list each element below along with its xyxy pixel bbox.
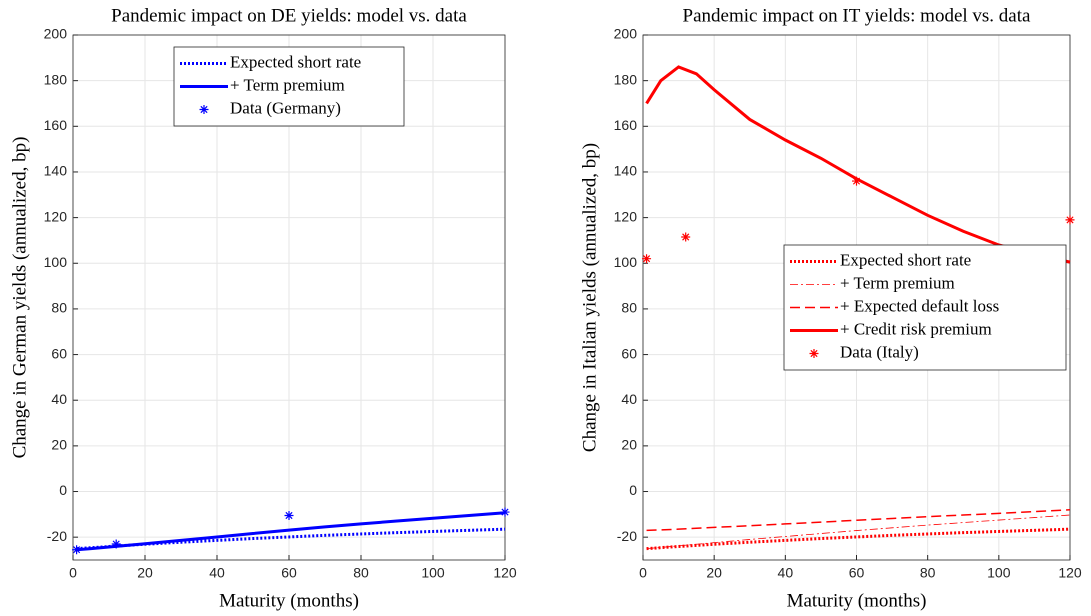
series-line xyxy=(76,527,506,551)
y-tick-label: 0 xyxy=(629,482,637,498)
y-tick-label: 160 xyxy=(614,117,638,133)
y-tick-label: 100 xyxy=(44,254,68,270)
chart: -20 0 20 40 60 80 100 120 140 160 180 200 0 20 40 60 80 1… xyxy=(579,5,1082,611)
y-tick-label: 120 xyxy=(614,208,638,224)
y-tick-label: 20 xyxy=(621,437,637,453)
series-line xyxy=(645,65,1071,264)
series-line xyxy=(646,509,1071,532)
y-tick-label: 0 xyxy=(59,482,67,498)
data-point xyxy=(500,507,510,517)
legend-label: Expected short rate xyxy=(230,52,361,71)
legend-label: + Expected default loss xyxy=(840,296,999,315)
y-tick-label: 80 xyxy=(51,300,67,316)
legend: Expected short rate + Term premium + Expec… xyxy=(783,244,1067,371)
x-tick-label: 80 xyxy=(353,565,369,581)
legend-marker xyxy=(809,349,819,358)
y-tick-label: 40 xyxy=(51,391,67,407)
y-tick-label: 40 xyxy=(621,391,637,407)
x-tick-label: 40 xyxy=(778,565,794,581)
x-tick-label: 100 xyxy=(987,565,1011,581)
y-tick-label: 100 xyxy=(614,254,638,270)
axes-box xyxy=(72,34,506,561)
axes-box xyxy=(642,34,1071,561)
x-axis-label: Maturity (months) xyxy=(219,590,359,611)
x-tick-label: 120 xyxy=(493,565,517,581)
y-tick-label: 200 xyxy=(44,26,68,42)
x-tick-label: 20 xyxy=(137,565,153,581)
legend-label: Expected short rate xyxy=(840,250,971,269)
legend-label: + Credit risk premium xyxy=(840,319,992,338)
y-tick-label: -20 xyxy=(617,528,637,544)
x-tick-label: 0 xyxy=(69,565,77,581)
y-tick-label: 60 xyxy=(51,345,67,361)
data-point xyxy=(284,510,294,520)
chart-title: Pandemic impact on DE yields: model vs. … xyxy=(111,5,467,26)
x-tick-label: 20 xyxy=(706,565,722,581)
legend-label: Data (Italy) xyxy=(840,342,919,361)
data-point xyxy=(681,232,691,242)
data-point xyxy=(111,539,121,549)
legend-label: + Term premium xyxy=(230,75,345,94)
y-tick-label: 180 xyxy=(44,71,68,87)
y-tick-label: 180 xyxy=(614,71,638,87)
legend-box xyxy=(783,244,1067,371)
y-tick-label: 140 xyxy=(44,163,68,179)
legend: Expected short rate + Term premium Data (G… xyxy=(173,46,405,127)
x-tick-label: 100 xyxy=(421,565,445,581)
data-point xyxy=(72,545,82,555)
y-axis-label: Change in Italian yields (annualized, bp… xyxy=(579,143,600,452)
x-tick-label: 0 xyxy=(639,565,647,581)
y-tick-label: 80 xyxy=(621,300,637,316)
legend-label: + Term premium xyxy=(840,273,955,292)
x-tick-label: 60 xyxy=(281,565,297,581)
series-line xyxy=(76,511,506,552)
y-tick-label: 200 xyxy=(614,26,638,42)
y-tick-label: 160 xyxy=(44,117,68,133)
chart: -20 0 20 40 60 80 100 120 140 160 180 200 0 20 40 60 80 1… xyxy=(9,5,517,611)
legend-marker xyxy=(199,105,209,114)
x-tick-label: 60 xyxy=(849,565,865,581)
y-tick-label: 60 xyxy=(621,345,637,361)
y-tick-label: -20 xyxy=(47,528,67,544)
data-point xyxy=(1065,215,1075,225)
x-tick-label: 80 xyxy=(920,565,936,581)
series-line xyxy=(646,527,1071,551)
data-point xyxy=(642,254,652,264)
x-axis-label: Maturity (months) xyxy=(787,590,927,611)
y-tick-label: 120 xyxy=(44,208,68,224)
y-axis-label: Change in German yields (annualized, bp) xyxy=(9,137,30,459)
y-tick-label: 20 xyxy=(51,437,67,453)
legend-label: Data (Germany) xyxy=(230,98,341,117)
chart-title: Pandemic impact on IT yields: model vs. … xyxy=(683,5,1031,26)
x-tick-label: 120 xyxy=(1058,565,1082,581)
x-tick-label: 40 xyxy=(209,565,225,581)
data-point xyxy=(852,176,861,186)
series-line xyxy=(646,514,1071,549)
y-tick-label: 140 xyxy=(614,163,638,179)
